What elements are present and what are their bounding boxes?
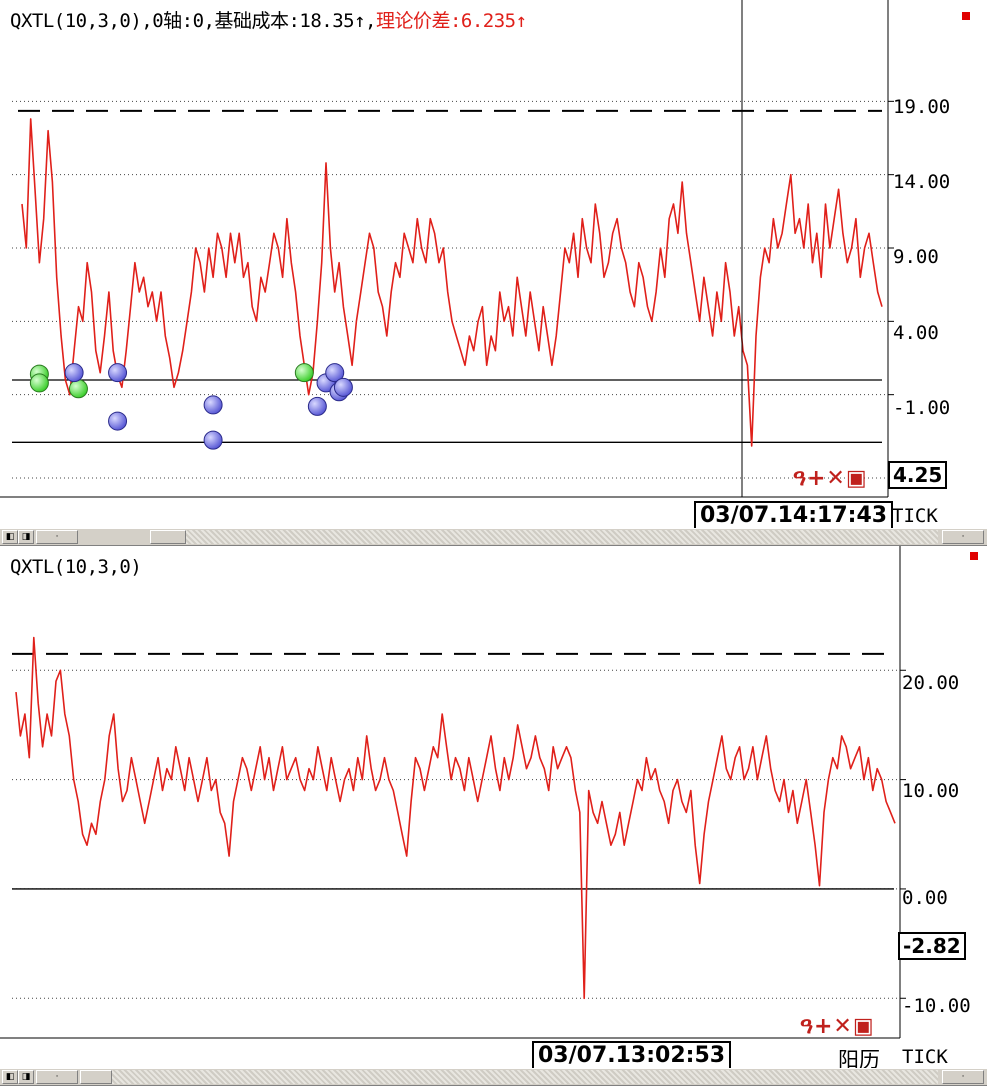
scroll-track[interactable] <box>112 1070 938 1084</box>
scroll-right-button[interactable]: · <box>942 1070 984 1084</box>
horizontal-scrollbar-bottom[interactable]: ◧ ◨ · · <box>0 1068 987 1086</box>
blue-signal-marker <box>64 363 84 383</box>
zoom-out-icon[interactable]: ◨ <box>18 1070 34 1084</box>
data-series-line <box>21 118 883 447</box>
blue-signal-marker <box>203 395 223 415</box>
cursor-time-box: 03/07.14:17:43 <box>694 501 894 531</box>
cursor-time-box: 03/07.13:02:53 <box>532 1041 732 1071</box>
y-tick: 0.00 <box>902 887 948 909</box>
y-tick: 10.00 <box>902 780 960 802</box>
indicator-title-bottom: QXTL(10,3,0) <box>10 556 142 578</box>
panel-marker-dot <box>970 552 978 560</box>
data-series-line <box>15 636 896 1000</box>
y-tick: 4.00 <box>893 322 939 344</box>
chart-toolbar-bottom[interactable]: ዓ+✕▣ <box>800 1014 875 1039</box>
indicator-formula: QXTL(10,3,0),0轴:0,基础成本:18.35↑, <box>10 10 376 32</box>
y-tick: 14.00 <box>893 171 951 193</box>
scroll-right-button[interactable]: · <box>942 530 984 544</box>
blue-signal-marker <box>203 430 223 450</box>
indicator-formula: QXTL(10,3,0) <box>10 556 142 578</box>
y-tick: 9.00 <box>893 246 939 268</box>
scroll-left-button[interactable]: · <box>36 1070 78 1084</box>
indicator-title-top: QXTL(10,3,0),0轴:0,基础成本:18.35↑,理论价差:6.235… <box>10 6 527 33</box>
period-label: TICK <box>892 505 938 527</box>
chart-panel-bottom[interactable]: QXTL(10,3,0) 20.00 10.00 0.00 -10.00 -2.… <box>0 546 987 1072</box>
plot-area-top[interactable] <box>0 0 987 530</box>
cursor-value-box: -2.82 <box>898 932 966 960</box>
zoom-in-icon[interactable]: ◧ <box>2 530 18 544</box>
horizontal-scrollbar-top[interactable]: ◧ ◨ · · <box>0 528 987 546</box>
period-label: TICK <box>902 1046 948 1068</box>
chart-toolbar-top[interactable]: ዓ+✕▣ <box>793 466 868 491</box>
green-signal-marker <box>29 373 49 393</box>
blue-signal-marker <box>307 396 327 416</box>
blue-signal-marker <box>108 363 128 383</box>
scroll-thumb[interactable] <box>150 530 186 544</box>
scroll-thumb[interactable] <box>80 1070 112 1084</box>
scroll-left-button[interactable]: · <box>36 530 78 544</box>
scroll-track[interactable] <box>186 530 938 544</box>
plot-area-bottom[interactable] <box>0 546 987 1068</box>
blue-signal-marker <box>325 363 345 383</box>
blue-signal-marker <box>333 377 353 397</box>
panel-marker-dot <box>962 12 970 20</box>
blue-signal-marker <box>108 411 128 431</box>
zoom-out-icon[interactable]: ◨ <box>18 530 34 544</box>
cursor-value-box: 4.25 <box>888 461 948 489</box>
green-signal-marker <box>294 363 314 383</box>
y-tick: 20.00 <box>902 672 960 694</box>
green-signal-marker <box>68 379 88 399</box>
y-tick: 19.00 <box>893 96 951 118</box>
theory-spread-label: 理论价差:6.235↑ <box>375 10 527 32</box>
chart-panel-top[interactable]: QXTL(10,3,0),0轴:0,基础成本:18.35↑,理论价差:6.235… <box>0 0 987 531</box>
y-tick: -10.00 <box>902 995 971 1017</box>
y-tick: -1.00 <box>893 397 951 419</box>
zoom-in-icon[interactable]: ◧ <box>2 1070 18 1084</box>
